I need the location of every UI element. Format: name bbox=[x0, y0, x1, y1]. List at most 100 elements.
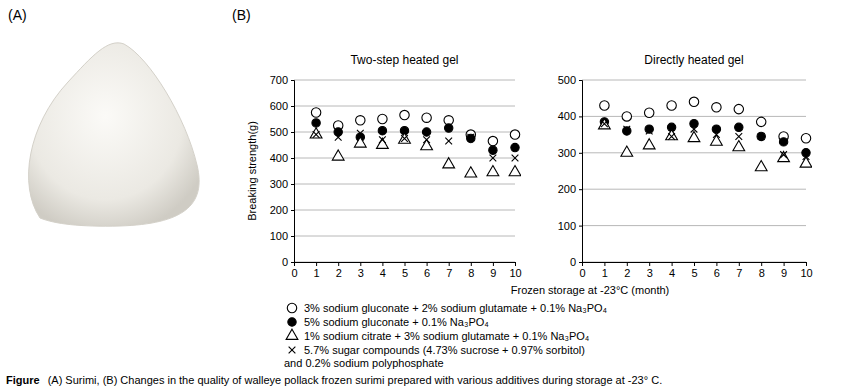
x-tick-mark bbox=[784, 262, 785, 266]
chart: 01234567891001002003004005003% sodium gl… bbox=[511, 53, 813, 296]
data-point bbox=[734, 104, 743, 113]
data-point bbox=[778, 151, 790, 161]
data-point bbox=[800, 157, 812, 167]
x-tick-mark bbox=[405, 262, 406, 266]
x-tick: 7 bbox=[736, 262, 742, 279]
x-axis: 012345678910 bbox=[291, 262, 521, 279]
x-tick-label: 0 bbox=[579, 267, 585, 279]
x-tick-mark bbox=[338, 262, 339, 266]
y-axis-line bbox=[291, 81, 295, 263]
plot-marks: 3% sodium gluconate + 2% sodium glutamat… bbox=[310, 108, 521, 177]
x-tick: 3 bbox=[647, 262, 653, 279]
y-tick-mark bbox=[579, 262, 582, 263]
data-point bbox=[600, 101, 609, 110]
legend-label: 3% sodium gluconate + 2% sodium glutamat… bbox=[304, 302, 608, 314]
x-tick-label: 4 bbox=[669, 267, 675, 279]
series: 5% sodium gluconate + 0.1% Na₃PO₄ bbox=[312, 119, 519, 155]
y-tick-label: 600 bbox=[270, 100, 288, 112]
data-point bbox=[443, 158, 455, 168]
data-point bbox=[311, 108, 320, 117]
x-tick-label: 8 bbox=[468, 267, 474, 279]
grid-line bbox=[582, 225, 806, 226]
plot-marks: 3% sodium gluconate + 2% sodium glutamat… bbox=[599, 97, 812, 171]
x-tick-label: 10 bbox=[800, 267, 812, 279]
x-tick-label: 4 bbox=[380, 267, 386, 279]
y-tick-label: 200 bbox=[270, 204, 288, 216]
y-tick-label: 400 bbox=[558, 110, 576, 122]
y-axis: 0100200300400500600700 bbox=[270, 74, 295, 268]
y-tick-label: 400 bbox=[270, 152, 288, 164]
caption-label: Figure bbox=[6, 374, 40, 386]
data-point bbox=[666, 130, 678, 140]
data-point bbox=[803, 153, 810, 160]
legend-symbol bbox=[288, 318, 296, 326]
chart-title: Two-step heated gel bbox=[350, 53, 458, 67]
data-point bbox=[601, 120, 608, 127]
x-tick-label: 10 bbox=[509, 267, 521, 279]
x-tick-label: 0 bbox=[291, 267, 297, 279]
x-tick: 5 bbox=[402, 262, 408, 279]
data-point bbox=[668, 133, 675, 140]
grid-line bbox=[582, 189, 806, 190]
data-point bbox=[735, 133, 742, 140]
y-tick-mark bbox=[291, 236, 294, 237]
x-tick-mark bbox=[761, 262, 762, 266]
y-tick-mark bbox=[291, 106, 294, 107]
grid-line bbox=[294, 158, 515, 159]
grid-line bbox=[294, 236, 515, 237]
x-tick-mark bbox=[360, 262, 361, 266]
legend-label-line: 5% sodium gluconate + 0.1% Na₃PO₄ bbox=[304, 316, 489, 328]
y-tick: 400 bbox=[558, 110, 582, 122]
data-point bbox=[312, 119, 320, 127]
legend-label-line: 1% sodium citrate + 3% sodium glutamate … bbox=[304, 330, 590, 342]
data-point bbox=[623, 127, 631, 135]
x-tick-label: 6 bbox=[424, 267, 430, 279]
x-tick: 2 bbox=[336, 262, 342, 279]
y-tick-label: 0 bbox=[282, 256, 288, 268]
data-point bbox=[622, 112, 631, 121]
x-tick-label: 1 bbox=[602, 267, 608, 279]
y-tick-label: 300 bbox=[270, 178, 288, 190]
x-axis-line bbox=[295, 263, 516, 267]
grid-line bbox=[582, 80, 806, 81]
data-point bbox=[735, 123, 743, 131]
data-point bbox=[356, 116, 365, 125]
data-point bbox=[335, 134, 342, 141]
x-tick-label: 6 bbox=[714, 267, 720, 279]
grid-line bbox=[582, 116, 806, 117]
grid bbox=[582, 80, 806, 262]
x-tick-mark bbox=[672, 262, 673, 266]
data-point bbox=[313, 131, 320, 138]
data-point bbox=[801, 134, 810, 143]
data-point bbox=[691, 126, 698, 133]
data-point bbox=[332, 150, 344, 160]
data-point bbox=[509, 166, 521, 176]
data-point bbox=[757, 132, 765, 140]
x-tick-mark bbox=[316, 262, 317, 266]
data-point bbox=[445, 124, 453, 132]
y-tick-mark bbox=[291, 132, 294, 133]
x-tick: 4 bbox=[669, 262, 675, 279]
x-axis: 012345678910 bbox=[579, 262, 812, 279]
y-tick-mark bbox=[579, 116, 582, 117]
x-tick: 10 bbox=[509, 262, 521, 279]
y-tick: 0 bbox=[570, 256, 582, 268]
x-tick: 0 bbox=[291, 262, 297, 279]
data-point bbox=[421, 140, 433, 150]
data-point bbox=[511, 143, 519, 151]
grid-line bbox=[582, 152, 806, 153]
data-point bbox=[422, 113, 431, 122]
x-tick-mark bbox=[739, 262, 740, 266]
x-tick-label: 5 bbox=[691, 267, 697, 279]
x-tick: 0 bbox=[579, 262, 585, 279]
data-point bbox=[645, 125, 653, 133]
y-tick-label: 0 bbox=[570, 256, 576, 268]
data-point bbox=[689, 97, 698, 106]
y-tick: 100 bbox=[558, 220, 582, 232]
panel-label: (B) bbox=[232, 7, 251, 23]
y-tick: 200 bbox=[558, 183, 582, 195]
x-tick: 10 bbox=[800, 262, 812, 279]
grid-line bbox=[294, 210, 515, 211]
data-point bbox=[756, 117, 765, 126]
y-axis-line bbox=[579, 81, 583, 263]
